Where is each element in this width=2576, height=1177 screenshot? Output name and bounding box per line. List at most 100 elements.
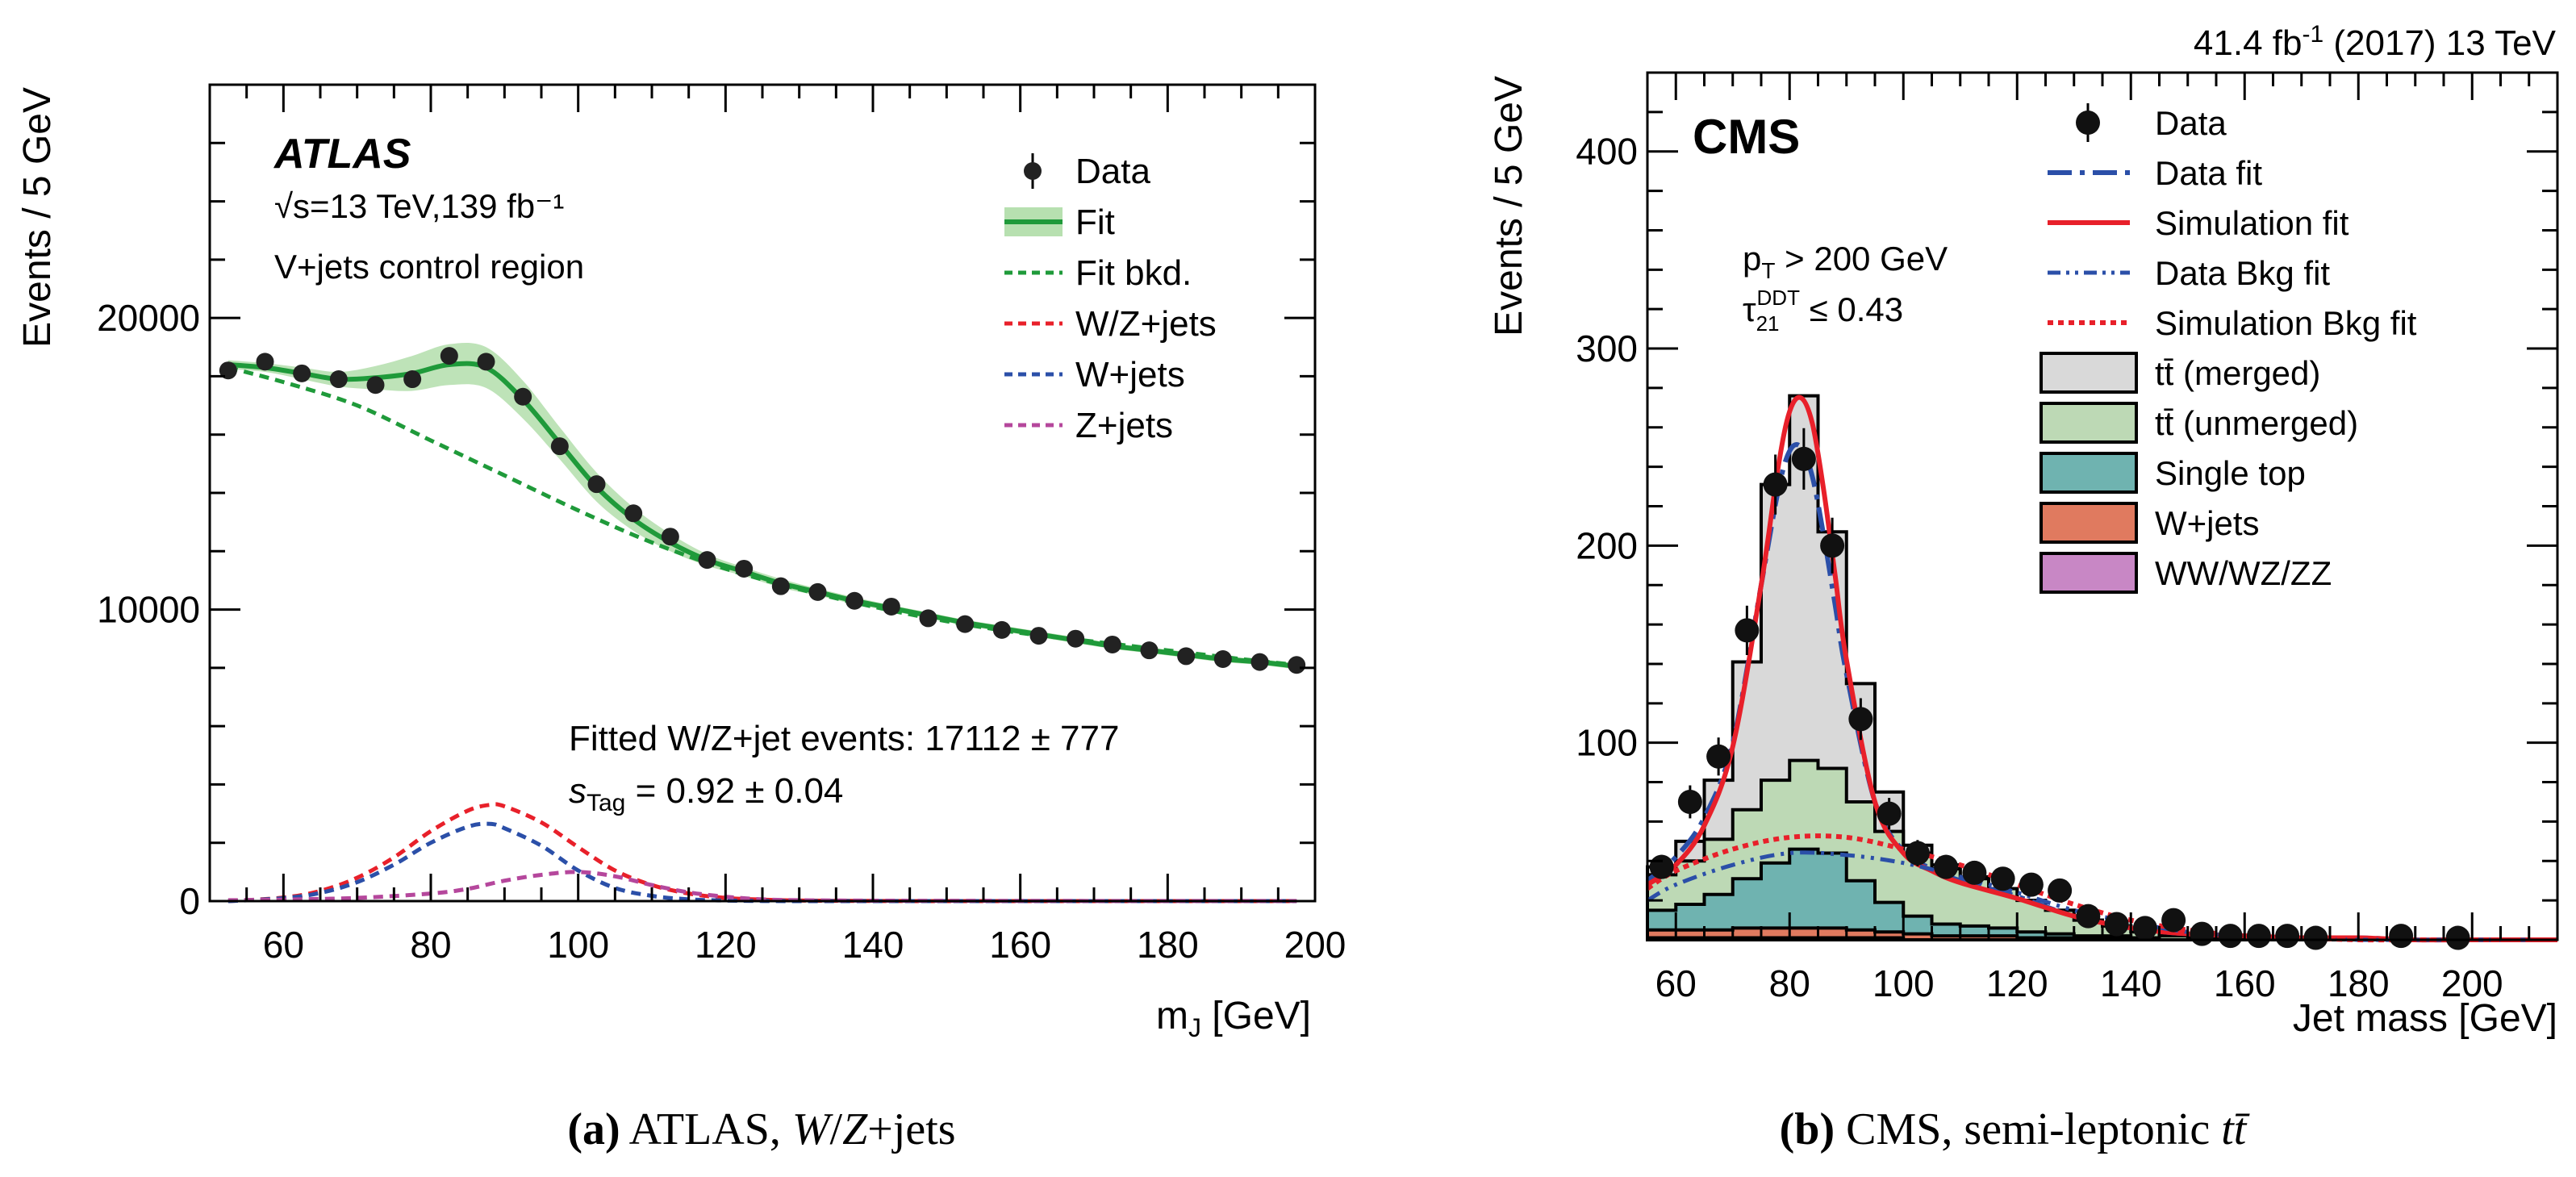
data-point [1649, 854, 1674, 879]
data-point [2019, 872, 2044, 897]
cms-legend: Data Data fit Simulation fit Data Bkg fit Si… [2040, 103, 2417, 594]
x-tick-label: 80 [410, 924, 451, 966]
x-tick-label: 80 [1769, 962, 1810, 1004]
x-tick-label: 140 [2100, 962, 2162, 1004]
legend-symbol [2040, 552, 2138, 594]
cms-lumi-label: 41.4 fb-1 (2017) 13 TeV [2194, 21, 2557, 63]
legend-label: Fit [1075, 202, 1115, 242]
legend-label: WW/WZ/ZZ [2155, 554, 2332, 592]
data-point [1877, 801, 1902, 826]
data-point [329, 370, 348, 389]
data-point [2132, 916, 2157, 941]
data-point [2445, 925, 2470, 950]
data-point [1791, 446, 1816, 471]
data-point [735, 559, 754, 578]
data-point [440, 347, 458, 365]
x-tick-label: 200 [2441, 962, 2503, 1004]
legend-label: Data Bkg fit [2155, 254, 2330, 292]
data-point [219, 361, 237, 380]
atlas-y-axis-label: Events / 5 GeV [16, 87, 59, 348]
atlas-x-axis-label: mJ [GeV] [1156, 995, 1311, 1042]
data-point [1905, 841, 1930, 866]
legend-item-data-bkg-fit: Data Bkg fit [2048, 254, 2330, 292]
x-tick-label: 60 [1655, 962, 1697, 1004]
y-tick-label: 400 [1576, 131, 1638, 173]
data-point [2389, 924, 2414, 949]
x-tick-label: 140 [842, 924, 904, 966]
x-tick-label: 160 [2214, 962, 2276, 1004]
atlas-axis-ticks: 60 80 100 120 140 160 180 200 0 10000 20000 [97, 83, 1346, 966]
legend-item-w-z-jets: W/Z+jets [1004, 304, 1217, 344]
legend-label: Simulation Bkg fit [2155, 304, 2417, 342]
data-point [1820, 533, 1845, 558]
legend-item-w-jets: W+jets [1004, 355, 1185, 394]
x-tick-label: 200 [1284, 924, 1346, 966]
data-point [1177, 647, 1196, 666]
curve-w-z-jets [228, 802, 1297, 904]
cms-x-axis-label: Jet mass [GeV] [2293, 997, 2557, 1040]
legend-label: Data [2155, 104, 2227, 142]
data-point [2218, 924, 2243, 949]
data-point [2104, 912, 2129, 937]
x-tick-label: 120 [1986, 962, 2048, 1004]
x-tick-label: 100 [1873, 962, 1935, 1004]
data-point [992, 620, 1011, 639]
data-point [1029, 627, 1048, 645]
data-point [1288, 656, 1306, 674]
data-point [293, 364, 311, 382]
data-point [1213, 650, 1232, 669]
y-tick-label: 20000 [97, 297, 200, 339]
cms-label: CMS [1693, 110, 1800, 164]
cms-tau-cut: τ21DDT ≤ 0.43 [1743, 286, 1903, 336]
legend-item-tt-unmerged: tt̄ (unmerged) [2040, 402, 2358, 444]
x-tick-label: 160 [989, 924, 1051, 966]
data-point [366, 376, 385, 394]
y-tick-label: 300 [1576, 328, 1638, 369]
curve-fit-bkd [228, 365, 1297, 667]
legend-symbol [2040, 502, 2138, 544]
legend-item-simulation-bkg-fit: Simulation Bkg fit [2048, 304, 2417, 342]
legend-label: Z+jets [1075, 406, 1173, 445]
data-point [771, 577, 790, 595]
caption-b: (b) CMS, semi-leptonic tt̄ [1780, 1104, 2250, 1154]
data-point [661, 528, 679, 546]
legend-label: Single top [2155, 454, 2306, 492]
data-point [550, 437, 569, 456]
data-point [477, 353, 495, 371]
data-point [1067, 629, 1085, 648]
legend-label: W+jets [1075, 355, 1185, 394]
caption-a: (a) ATLAS, W/Z+jets [567, 1104, 955, 1154]
x-tick-label: 120 [695, 924, 757, 966]
data-point [2048, 878, 2073, 903]
data-point [514, 387, 532, 406]
data-point [403, 370, 422, 389]
x-tick-label: 180 [2328, 962, 2390, 1004]
legend-symbol [2040, 452, 2138, 494]
cms-panel: 60 80 100 120 140 160 180 200 100 200 300 400 41.4 … [1488, 21, 2559, 1154]
data-point [1934, 854, 1959, 879]
x-tick-label: 180 [1137, 924, 1199, 966]
legend-label: Simulation fit [2155, 204, 2349, 242]
atlas-region: V+jets control region [274, 248, 584, 286]
data-point [2275, 924, 2300, 949]
data-point [2076, 904, 2101, 929]
data-point [1250, 653, 1269, 671]
data-point [1763, 472, 1788, 497]
data-point [919, 609, 937, 628]
y-tick-label: 10000 [97, 589, 200, 631]
legend-label: Fit bkd. [1075, 253, 1192, 293]
data-point [1103, 635, 1121, 653]
legend-item-data-fit: Data fit [2048, 154, 2262, 192]
legend-item-w-jets: W+jets [2040, 502, 2260, 544]
data-point [587, 475, 606, 494]
data-point [956, 615, 975, 633]
legend-label: W+jets [2155, 504, 2260, 542]
data-point [808, 582, 827, 601]
data-point [2246, 924, 2271, 949]
legend-item-ww-wz-zz: WW/WZ/ZZ [2040, 552, 2332, 594]
legend-item-tt-merged: tt̄ (merged) [2040, 352, 2320, 394]
cms-data-points [1649, 428, 2470, 950]
data-point [1706, 744, 1731, 769]
legend-label: tt̄ (unmerged) [2155, 404, 2358, 442]
